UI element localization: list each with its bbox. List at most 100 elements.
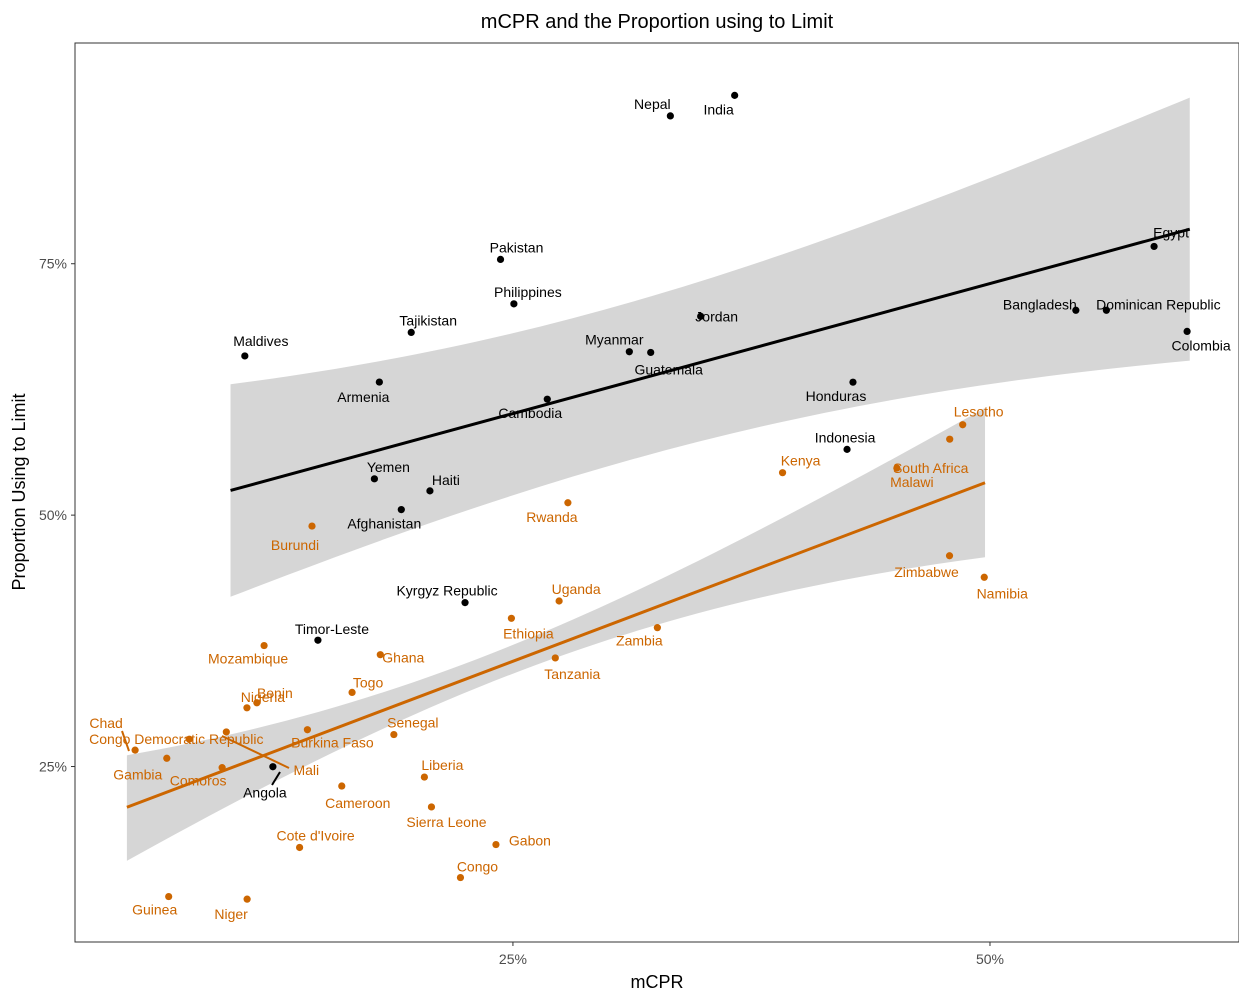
point-rwanda [564, 499, 572, 507]
point-senegal [390, 730, 398, 739]
fit-line-1 [126, 481, 986, 809]
point-label-armenia: Armenia [337, 389, 389, 405]
point-label-tanzania: Tanzania [544, 666, 600, 682]
y-tick-label: 25% [39, 759, 67, 775]
point-label-burundi: Burundi [271, 537, 319, 553]
point-gambia [163, 754, 171, 762]
x-axis-ticks: 25% 50% [499, 942, 1004, 967]
point-kenya [778, 469, 787, 477]
point-congo [456, 873, 465, 882]
point-uganda [555, 597, 563, 605]
point-maldives [241, 352, 249, 360]
x-tick-label: 25% [499, 951, 527, 967]
x-tick-label: 50% [976, 951, 1004, 967]
point-namibia [980, 573, 988, 581]
confidence-bands [126, 97, 1190, 861]
point-angola [269, 763, 277, 771]
point-ghana [376, 651, 384, 659]
point-label-chad: Chad [89, 715, 122, 731]
point-label-zimbabwe: Zimbabwe [894, 564, 959, 580]
point-dominican-republic [1102, 306, 1110, 314]
point-label-senegal: Senegal [387, 715, 438, 731]
point-label-colombia: Colombia [1172, 337, 1231, 353]
point-label-guinea: Guinea [132, 902, 177, 918]
point-burkina-faso [303, 726, 312, 734]
point-label-congo: Congo [457, 859, 498, 875]
point-south-africa [946, 435, 954, 443]
point-india [731, 91, 739, 99]
point-label-congo-democratic-republic: Congo Democratic Republic [89, 731, 263, 747]
point-label-gabon: Gabon [509, 833, 551, 849]
point-myanmar [625, 348, 633, 356]
fit-line-0 [230, 227, 1191, 492]
fit-lines [126, 227, 1191, 809]
point-label-jordan: Jordan [695, 308, 738, 324]
point-cambodia [543, 395, 551, 403]
point-yemen [370, 475, 378, 483]
label-leaders [121, 730, 290, 786]
point-label-myanmar: Myanmar [585, 332, 644, 348]
point-label-rwanda: Rwanda [526, 509, 578, 525]
point-honduras [849, 378, 857, 386]
point-timor-leste [314, 636, 322, 644]
point-label-honduras: Honduras [806, 388, 867, 404]
point-label-benin: Benin [257, 685, 293, 701]
y-tick-label: 75% [39, 256, 67, 272]
point-jordan [697, 312, 705, 320]
point-afghanistan [397, 505, 405, 514]
point-label-philippines: Philippines [494, 284, 562, 300]
point-zambia [653, 624, 661, 632]
point-label-nigeria: Nigeria [241, 689, 286, 705]
point-label-egypt: Egypt [1153, 224, 1189, 240]
point-bangladesh [1072, 306, 1080, 314]
point-label-mozambique: Mozambique [208, 651, 288, 667]
x-axis-title: mCPR [631, 972, 684, 992]
point-label-gambia: Gambia [113, 766, 162, 782]
point-label-comoros: Comoros [170, 773, 227, 789]
confidence-band-1 [126, 408, 986, 861]
point-label-india: India [703, 101, 734, 117]
point-tajikistan [407, 328, 415, 337]
y-tick-label: 50% [39, 507, 67, 523]
point-mali [222, 728, 230, 736]
point-label-cambodia: Cambodia [498, 405, 562, 421]
chart-title: mCPR and the Proportion using to Limit [481, 11, 834, 33]
point-niger [243, 895, 251, 903]
point-guatemala [647, 348, 655, 357]
point-armenia [375, 378, 383, 386]
leader-chad [121, 730, 130, 752]
point-kyrgyz-republic [461, 599, 469, 607]
point-nepal [666, 112, 674, 120]
point-label-malawi: Malawi [890, 474, 934, 490]
point-label-togo: Togo [353, 674, 384, 690]
point-label-south-africa: South Africa [893, 460, 969, 476]
point-label-cameroon: Cameroon [325, 795, 390, 811]
point-cameroon [338, 782, 346, 790]
point-liberia [420, 773, 428, 781]
point-nigeria [243, 704, 251, 712]
data-points [131, 91, 1191, 903]
point-label-uganda: Uganda [552, 581, 601, 597]
point-burundi [308, 522, 316, 530]
point-togo [348, 688, 356, 697]
plot-panel-border [74, 42, 1239, 943]
point-pakistan [496, 255, 505, 264]
point-guinea [165, 892, 173, 901]
leader-mali [221, 735, 290, 769]
point-label-kenya: Kenya [781, 453, 821, 469]
point-label-kyrgyz-republic: Kyrgyz Republic [396, 583, 497, 599]
point-congo-democratic-republic [185, 735, 193, 743]
point-label-pakistan: Pakistan [490, 239, 544, 255]
leader-angola [271, 771, 281, 786]
point-labels: India Nepal Egypt Pakistan Philippines Jordan… [89, 96, 1231, 922]
point-label-guatemala: Guatemala [634, 361, 703, 377]
point-label-liberia: Liberia [421, 757, 463, 773]
point-tanzania [551, 654, 559, 662]
point-indonesia [843, 445, 851, 453]
point-egypt [1150, 242, 1158, 251]
point-label-nepal: Nepal [634, 96, 671, 112]
point-label-niger: Niger [214, 906, 248, 922]
point-mozambique [260, 641, 268, 650]
point-philippines [510, 300, 518, 308]
point-label-maldives: Maldives [233, 333, 288, 349]
